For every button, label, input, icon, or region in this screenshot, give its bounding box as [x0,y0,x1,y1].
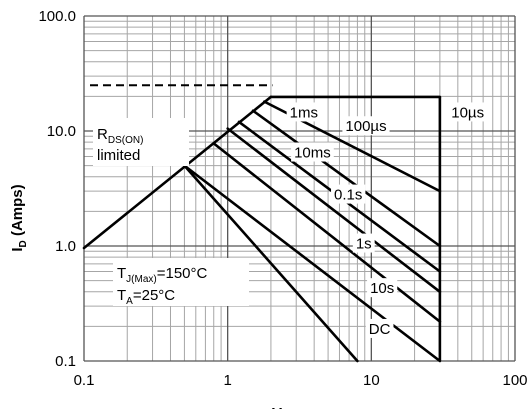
curve-label-10ms: 10ms [294,145,331,162]
curve-label-bg-10us [448,102,488,122]
curve-label-0-1s: 0.1s [334,187,362,204]
curve-label-10s: 10s [370,280,394,297]
series-line-0-1s [226,127,442,294]
x-tick-labels: 0.1 1 10 100 [74,372,528,389]
series-line-1ms [251,109,442,248]
tj-ta-annotation-bg [113,258,249,306]
x-tick-label: 10 [363,372,380,389]
curve-label-bg-1ms [286,102,321,122]
rds-annotation: RDS(ON) [97,126,143,146]
series-line-1s [212,142,442,323]
series-line-10s [183,164,442,363]
y-axis-label: ID (Amps) [9,184,29,251]
y-tick-label: 10.0 [47,123,76,140]
curve-label-100us: 100µs [345,118,386,135]
x-tick-label: 0.1 [74,372,95,389]
curve-label-1ms: 1ms [290,104,318,121]
rds-limited-label: limited [97,147,140,164]
curve-label-bg-0-1s [331,184,366,204]
y-tick-label: 1.0 [55,238,76,255]
curve-label-bg-10ms [291,142,334,162]
y-tick-label: 100.0 [38,8,76,25]
series-line-dc [183,164,359,363]
curve-label-bg-10s [367,278,398,298]
x-tick-label: 100 [502,372,527,389]
tj-annotation: TJ(Max)=150°C [117,265,208,285]
y-tick-labels: 0.1 1.0 10.0 100.0 [38,8,76,370]
curve-label-10us: 10µs [451,104,484,121]
ta-annotation: TA=25°C [117,287,175,307]
curve-labels: 10µs 100µs 1ms 10ms 0.1s 1s 10s DC [286,102,488,338]
curve-label-bg-100us [342,116,390,136]
x-tick-label: 1 [223,372,231,389]
curve-label-bg-1s [352,233,375,253]
curve-label-1s: 1s [356,236,372,253]
x-axis-label: V [272,405,282,409]
curve-label-bg-dc [365,318,394,338]
y-tick-label: 0.1 [55,353,76,370]
rds-annotation-bg [93,118,189,166]
curve-label-dc: DC [369,321,391,338]
grid-major [83,15,516,362]
grid-minor [84,16,515,361]
